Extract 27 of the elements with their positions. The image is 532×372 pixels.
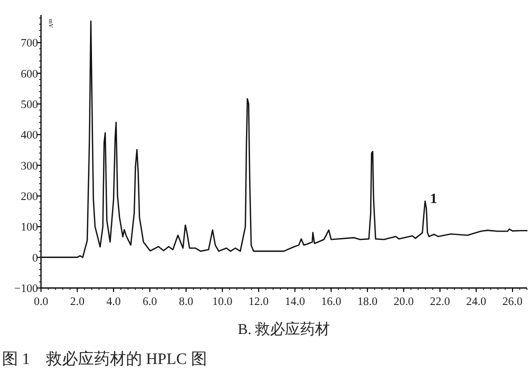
y-tick-label: −100 — [14, 283, 38, 295]
x-tick-label: 2.0 — [70, 296, 85, 308]
y-tick-label: 400 — [20, 130, 38, 142]
annotation: 1 — [430, 192, 438, 208]
y-tick-label: 0 — [32, 252, 38, 264]
y-tick-label: 700 — [20, 38, 38, 50]
x-tick-label: 10.0 — [212, 296, 233, 308]
x-tick-label: 18.0 — [357, 296, 378, 308]
y-tick-label: 600 — [20, 68, 38, 80]
y-tick-label: 300 — [20, 160, 38, 172]
y-tick-label: 500 — [20, 98, 38, 111]
line-series — [40, 20, 528, 258]
caption: 图 1 救必应药材的 HPLC 图 — [2, 350, 207, 368]
x-axis-title: B. 救必应药材 — [238, 321, 330, 338]
y-tick-label: 200 — [20, 190, 38, 203]
x-tick-label: 0.0 — [34, 296, 48, 308]
x-tick-label: 26.0 — [502, 296, 523, 308]
x-tick-label: 20.0 — [394, 296, 414, 308]
x-tick-label: 16.0 — [321, 296, 342, 308]
x-tick-label: 24.0 — [466, 296, 487, 308]
x-tick-label: 14.0 — [284, 296, 306, 308]
x-tick-label: 12.0 — [248, 296, 269, 308]
x-tick-label: 6.0 — [142, 296, 158, 308]
y-tick-label: 100 — [20, 222, 38, 234]
x-tick-label: 4.0 — [106, 296, 121, 308]
x-tick-label: 8.0 — [178, 296, 194, 308]
x-tick-label: 22.0 — [430, 296, 450, 308]
